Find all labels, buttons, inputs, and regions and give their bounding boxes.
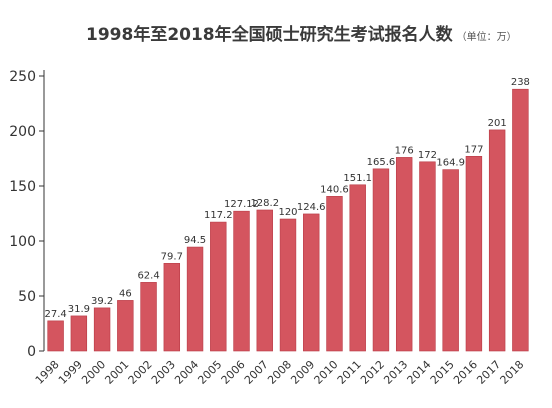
x-tick-label-2003: 2003: [149, 358, 178, 387]
data-label-2018: 238: [511, 77, 530, 88]
bar-series: [47, 88, 529, 352]
bar-2006: [233, 210, 250, 352]
bar-2015: [442, 169, 459, 352]
x-tick-label-2001: 2001: [102, 358, 131, 387]
data-label-2006: 127.12: [224, 199, 259, 210]
data-label-2008: 120: [278, 207, 297, 218]
data-label-2015: 164.9: [436, 158, 465, 169]
x-tick-label-1999: 1999: [56, 358, 85, 387]
bar-2008: [279, 218, 297, 352]
data-label-2009: 124.6: [297, 202, 326, 213]
x-tick-label-2009: 2009: [288, 358, 317, 387]
data-label-2001: 46: [119, 288, 132, 299]
chart-title: 1998年至2018年全国硕士研究生考试报名人数 （单位：万）: [86, 24, 517, 45]
y-tick-label: 100: [9, 234, 36, 250]
x-tick-label-2013: 2013: [381, 358, 410, 387]
bar-2017: [488, 129, 506, 352]
data-label-2010: 140.6: [320, 184, 349, 195]
data-label-1998: 27.4: [44, 309, 66, 320]
data-label-1999: 31.9: [68, 304, 90, 315]
y-tick-label: 0: [27, 344, 36, 360]
data-label-2012: 165.6: [367, 157, 396, 168]
y-tick-label: 50: [18, 289, 36, 305]
bar-2003: [163, 263, 181, 352]
x-tick-label-2015: 2015: [428, 358, 457, 387]
x-tick-label-2010: 2010: [312, 358, 341, 387]
bar-2010: [326, 196, 343, 352]
x-axis-labels: 1998199920002001200220032004200520062007…: [33, 358, 527, 387]
x-tick-label-2018: 2018: [498, 358, 527, 387]
bar-2014: [419, 161, 436, 352]
data-labels: 27.4 31.939.2 46 62.479.794.5 117.2127.12128…: [44, 77, 529, 320]
data-label-2017: 201: [488, 118, 507, 129]
data-label-2007: 128.2: [250, 198, 279, 209]
bar-2012: [372, 168, 390, 352]
bar-2013: [395, 157, 413, 352]
data-label-2000: 39.2: [91, 296, 113, 307]
bar-2018: [512, 88, 529, 352]
x-tick-label-1998: 1998: [33, 358, 62, 387]
bar-2011: [349, 184, 366, 352]
data-label-2004: 94.5: [184, 235, 206, 246]
x-tick-label-2011: 2011: [335, 358, 364, 387]
bar-2001: [117, 300, 134, 352]
data-label-2011: 151.1: [343, 173, 372, 184]
y-axis: 0 50 100 150 200 250: [9, 69, 45, 360]
x-tick-label-2006: 2006: [219, 358, 248, 387]
bar-2009: [303, 213, 320, 352]
x-tick-label-2005: 2005: [195, 358, 224, 387]
bar-1999: [70, 315, 88, 352]
y-tick-label: 250: [9, 69, 36, 85]
bar-1998: [47, 320, 64, 352]
x-tick-label-2017: 2017: [474, 358, 503, 387]
data-label-2013: 176: [395, 145, 414, 156]
data-label-2005: 117.2: [204, 210, 233, 221]
data-label-2002: 62.4: [137, 270, 159, 281]
x-tick-label-2000: 2000: [79, 358, 108, 387]
y-tick-label: 150: [9, 179, 36, 195]
x-tick-label-2008: 2008: [265, 358, 294, 387]
x-tick-label-2007: 2007: [242, 358, 271, 387]
bar-2005: [210, 221, 227, 352]
bar-2004: [186, 246, 204, 352]
x-tick-label-2002: 2002: [126, 358, 155, 387]
bar-2000: [93, 307, 111, 352]
bar-2007: [256, 209, 273, 352]
y-tick-label: 200: [9, 124, 36, 140]
x-tick-label-2004: 2004: [172, 358, 201, 387]
bar-2002: [140, 282, 157, 352]
data-label-2016: 177: [464, 144, 483, 155]
data-label-2003: 79.7: [161, 251, 183, 262]
bar-2016: [465, 156, 483, 352]
data-label-2014: 172: [418, 150, 437, 161]
x-tick-label-2012: 2012: [358, 358, 387, 387]
x-tick-label-2016: 2016: [451, 358, 480, 387]
x-tick-label-2014: 2014: [405, 358, 434, 387]
